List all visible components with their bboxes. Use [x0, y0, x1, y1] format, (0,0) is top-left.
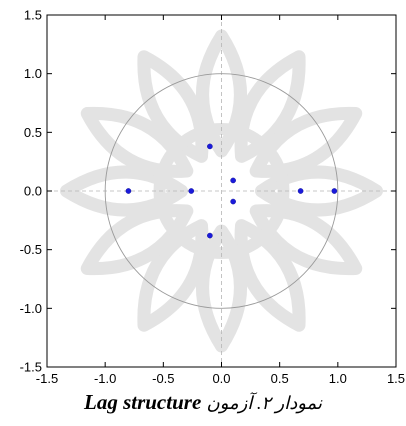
data-point [230, 177, 236, 184]
watermark-petal [234, 50, 306, 163]
x-tick-label: -0.5 [152, 371, 174, 386]
unit-circle [104, 73, 339, 309]
data-point [207, 143, 213, 150]
y-tick-label: 0.5 [24, 125, 42, 140]
watermark-petal [80, 204, 194, 276]
watermark-petal-shape [137, 50, 209, 163]
data-point [297, 188, 304, 194]
watermark-petal-shape [249, 204, 363, 276]
x-tick-label: 0.0 [212, 371, 230, 386]
y-tick-label: -1.5 [20, 360, 42, 375]
data-points [125, 143, 338, 239]
x-tick-label: -1.5 [36, 371, 58, 386]
watermark-petal [80, 106, 194, 178]
watermark-petal [249, 204, 363, 276]
y-tick-label: 0.0 [24, 184, 42, 199]
data-point [207, 232, 213, 239]
data-point [188, 188, 195, 194]
watermark-petal-shape [249, 106, 363, 178]
watermark-petal [137, 219, 209, 332]
data-point [230, 198, 236, 205]
watermark-petal-shape [80, 106, 194, 178]
reference-lines [47, 15, 396, 367]
caption-latin: Lag structure [84, 390, 202, 414]
y-tick-label: 1.0 [24, 66, 42, 81]
x-tick-label: 1.0 [329, 371, 347, 386]
watermark-petal [234, 219, 306, 332]
caption-persian: نمودار ۲. آزمون [206, 393, 322, 413]
x-tick-label: -1.0 [94, 371, 116, 386]
y-tick-label: -0.5 [20, 242, 42, 257]
data-point [125, 188, 132, 194]
y-tick-label: -1.0 [20, 301, 42, 316]
x-tick-label: 0.5 [271, 371, 289, 386]
watermark-petal [137, 50, 209, 163]
axis-ticks: -1.5 -1.0 -0.5 0.0 0.5 1.0 1.5 1.5 1.0 0.5 0.0 -0.5… [20, 8, 405, 387]
watermark-petal-shape [80, 204, 194, 276]
unit-circle-shape [104, 73, 339, 309]
data-point [331, 188, 338, 194]
watermark-petal-shape [234, 219, 306, 332]
figure-caption: نمودار ۲. آزمون Lag structure [0, 390, 406, 415]
watermark-petal-shape [234, 50, 306, 163]
x-tick-label: 1.5 [387, 371, 405, 386]
y-tick-label: 1.5 [24, 8, 42, 23]
watermark-petal-shape [60, 165, 188, 217]
watermark-petal [60, 165, 188, 217]
watermark-petal [249, 106, 363, 178]
watermark-petal-shape [137, 219, 209, 332]
